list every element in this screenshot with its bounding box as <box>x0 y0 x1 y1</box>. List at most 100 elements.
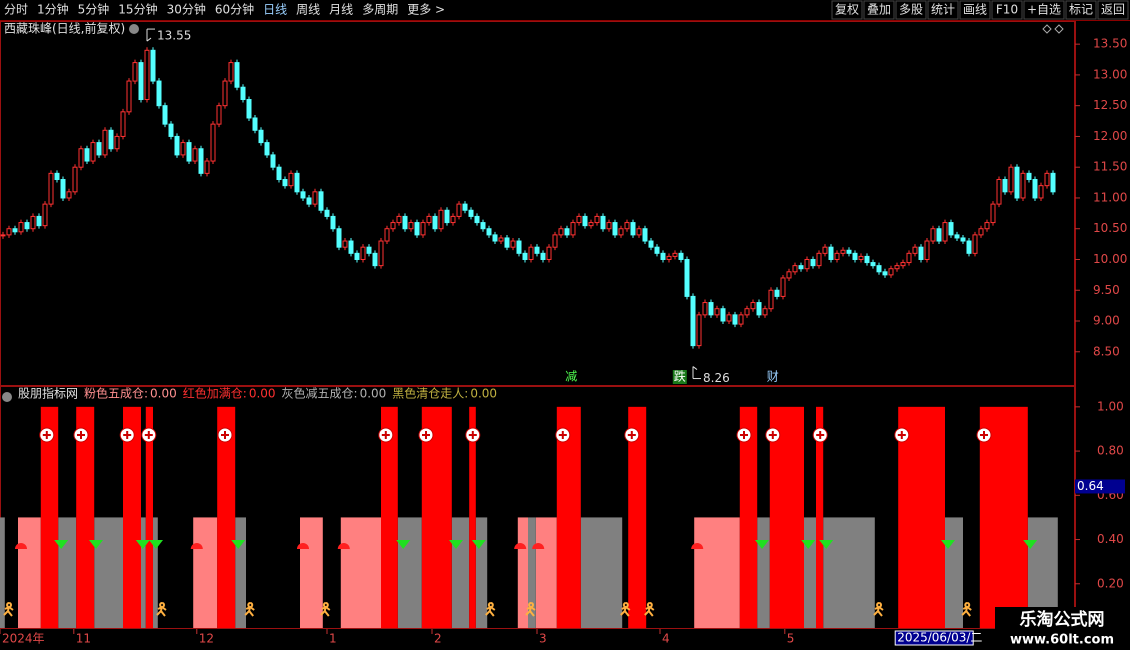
plus-sign <box>816 431 825 439</box>
candle <box>948 222 954 236</box>
gray-bar <box>580 517 623 628</box>
candle <box>702 302 708 316</box>
candle <box>630 222 636 236</box>
toolbar-button-label[interactable]: 标记 <box>1069 3 1093 17</box>
candle <box>912 246 918 254</box>
candle <box>6 228 12 236</box>
red-bar <box>556 406 581 628</box>
gray-bar <box>235 517 246 628</box>
toolbar-button-label[interactable]: 复权 <box>835 3 859 17</box>
candle <box>972 234 978 254</box>
gray-bar <box>94 517 123 628</box>
toolbar-button-label[interactable]: 叠加 <box>867 3 891 17</box>
toolbar-tab[interactable]: 1分钟 <box>37 2 69 17</box>
candle <box>816 252 822 267</box>
plus-sign <box>221 431 229 439</box>
toolbar-tab[interactable]: 分时 <box>4 3 28 17</box>
candle <box>444 209 450 224</box>
legend-name: 粉色五成仓: <box>84 387 148 401</box>
candle <box>774 289 780 297</box>
buy-signal <box>691 543 704 549</box>
extreme-marker <box>146 29 152 42</box>
candle <box>660 252 666 260</box>
candle <box>852 252 858 260</box>
candle <box>894 265 900 270</box>
candle <box>276 166 282 181</box>
plus-sign <box>740 431 748 439</box>
toolbar-button[interactable] <box>959 0 991 20</box>
signal-label: 财 <box>767 370 779 384</box>
candle <box>1002 179 1008 193</box>
toolbar-tab[interactable]: 日线 <box>263 3 287 17</box>
candle <box>198 148 204 174</box>
candle <box>570 222 576 236</box>
collapse-icon[interactable] <box>129 24 139 34</box>
toolbar-tab[interactable]: 更多 > <box>407 3 445 17</box>
candle <box>654 246 660 254</box>
toolbar-button[interactable] <box>1023 0 1065 20</box>
candle <box>924 240 930 260</box>
toolbar-button[interactable] <box>895 0 927 20</box>
pink-bar <box>18 517 41 628</box>
candle <box>810 258 816 267</box>
toolbar-tab[interactable]: 60分钟 <box>215 2 254 17</box>
candle <box>516 240 522 254</box>
candle <box>1026 172 1032 181</box>
toolbar-button[interactable] <box>831 0 863 20</box>
candle <box>90 142 96 162</box>
panel-icons[interactable] <box>1042 24 1064 34</box>
pink-bar <box>300 517 323 628</box>
x-tick-label: 2024年 <box>2 632 45 646</box>
candle <box>78 148 84 168</box>
candle <box>600 215 606 230</box>
toolbar-tab[interactable]: 周线 <box>296 3 320 17</box>
toolbar-tab[interactable]: 30分钟 <box>167 2 206 17</box>
exit-signal <box>961 602 972 617</box>
toolbar-button[interactable] <box>1065 0 1097 20</box>
toolbar-button[interactable] <box>1097 0 1129 20</box>
candle <box>804 258 810 270</box>
candle <box>456 203 462 217</box>
plus-sign <box>558 431 567 439</box>
candle <box>792 265 798 273</box>
toolbar-tab[interactable]: 多周期 <box>362 3 398 17</box>
toolbar-tab[interactable]: 月线 <box>329 3 353 17</box>
candle <box>606 222 612 230</box>
toolbar-button[interactable] <box>927 0 959 20</box>
red-bar <box>898 406 945 628</box>
candle <box>726 314 732 322</box>
toolbar-button-label[interactable]: 多股 <box>899 3 923 17</box>
pink-bar <box>193 517 218 628</box>
toolbar-button-label[interactable]: 返回 <box>1101 3 1125 17</box>
toolbar-tab[interactable]: 15分钟 <box>118 2 157 17</box>
candle <box>552 234 558 248</box>
toolbar-button-label[interactable]: +自选 <box>1027 3 1061 17</box>
candle <box>126 80 132 113</box>
cursor-date: 2025/06/03/二 <box>897 631 982 645</box>
toolbar-button-label[interactable]: 统计 <box>931 3 955 17</box>
candle <box>204 160 210 174</box>
candle <box>768 289 774 310</box>
toolbar-tab[interactable]: 5分钟 <box>78 2 110 17</box>
red-bar <box>76 406 95 628</box>
toolbar-button-label[interactable]: 画线 <box>963 3 987 17</box>
candle <box>528 246 534 260</box>
exit-signal <box>525 602 536 617</box>
y-tick-label: 0.80 <box>1097 444 1124 458</box>
toolbar-button[interactable] <box>863 0 895 20</box>
sell-signal <box>1023 540 1038 549</box>
candle <box>624 222 630 230</box>
buy-signal <box>190 543 203 549</box>
toolbar-button[interactable] <box>991 0 1023 20</box>
plus-sign <box>144 431 153 439</box>
toolbar-button-label[interactable]: F10 <box>996 3 1018 17</box>
candle <box>900 262 906 267</box>
y-tick-label: 9.00 <box>1093 314 1120 328</box>
candle <box>642 228 648 242</box>
sell-signal <box>941 540 955 549</box>
collapse-icon[interactable] <box>2 392 12 402</box>
legend-name: 红色加满仓: <box>183 386 247 401</box>
candle <box>870 262 876 267</box>
candle <box>60 179 66 199</box>
